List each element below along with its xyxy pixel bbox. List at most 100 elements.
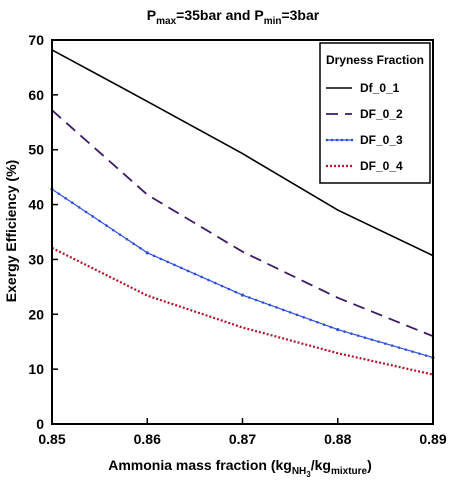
legend-label: Df_0_1 [360, 81, 400, 95]
x-axis-label-mid: /kg [311, 457, 331, 473]
series-marker [193, 272, 197, 276]
series-marker [404, 348, 408, 351]
y-tick-label: 30 [28, 251, 44, 267]
x-axis-label-sub-nh: NH [292, 466, 306, 477]
series-marker [275, 306, 278, 309]
y-tick-label: 20 [28, 306, 44, 322]
series-marker [254, 298, 258, 302]
legend-marker [350, 138, 354, 142]
x-tick-label: 0.87 [229, 431, 256, 447]
series-marker [309, 318, 312, 322]
y-axis-label: Exergy Efficiency (%) [3, 160, 19, 302]
legend-label: DF_0_2 [360, 107, 403, 121]
y-tick-label: 40 [28, 197, 44, 213]
legend-title: Dryness Fraction [326, 53, 424, 67]
series-marker [200, 275, 203, 279]
series-marker [132, 242, 135, 246]
legend-items: Df_0_1 DF_0_2 DF_0_3 DF_0_4 [325, 81, 403, 173]
chart-title-suffix: =3bar [281, 7, 319, 23]
series-marker [213, 281, 217, 285]
series-marker [322, 323, 326, 327]
series-marker [248, 296, 251, 299]
series-marker [418, 352, 421, 355]
series-marker [295, 313, 299, 317]
series-marker [363, 336, 367, 339]
series-marker [350, 332, 353, 335]
x-tick-label: 0.89 [419, 431, 446, 447]
chart-title-sub-max: max [156, 16, 176, 27]
x-tick-label: 0.85 [38, 431, 65, 447]
series-marker [377, 340, 380, 343]
series-marker [179, 266, 183, 270]
chart-title-mid: =35bar and P [176, 7, 264, 23]
data-point [336, 328, 340, 332]
series-line-3 [51, 246, 434, 376]
x-tick-label: 0.88 [324, 431, 351, 447]
series-marker [424, 354, 428, 357]
plot-frame [51, 39, 434, 425]
series-marker [397, 346, 401, 349]
series-marker [111, 228, 115, 232]
data-point [145, 251, 149, 255]
x-axis-label-suffix: ) [367, 457, 372, 473]
x-axis-label: Ammonia mass fraction (kgNH3/kgmixture) [108, 457, 372, 479]
series-marker [227, 287, 231, 291]
legend-box [319, 42, 431, 184]
legend-marker [345, 138, 349, 142]
series-layer [50, 49, 435, 376]
legend-marker [335, 138, 339, 142]
legend-label: DF_0_4 [360, 159, 403, 173]
series-marker [152, 254, 156, 258]
legend-marker [325, 138, 329, 142]
series-marker [77, 206, 81, 209]
legend: Dryness Fraction Df_0_1 DF_0_2 DF_0_3 DF_0_… [319, 42, 431, 184]
series-marker [64, 197, 67, 200]
legend-marker [340, 138, 344, 142]
series-marker [207, 278, 210, 282]
series-marker [302, 316, 306, 319]
x-axis-label-sub-mixture: mixture [331, 466, 368, 477]
series-marker [288, 311, 292, 314]
series-marker [384, 342, 387, 345]
legend-marker [330, 138, 334, 142]
series-marker [268, 303, 272, 307]
series-marker [343, 330, 346, 333]
series-marker [125, 237, 129, 241]
series-marker [139, 247, 142, 250]
x-tick-label: 0.86 [134, 431, 161, 447]
series-marker [390, 344, 394, 347]
series-marker [234, 290, 237, 294]
series-marker [261, 301, 265, 304]
axis-ticks: 0.85 0.86 0.87 0.88 0.89 0 10 20 30 40 50 60 70 [28, 32, 446, 447]
series-marker [57, 192, 61, 196]
chart-title-sub-min: min [264, 16, 282, 27]
y-tick-label: 50 [28, 142, 44, 158]
x-axis-label-prefix: Ammonia mass fraction (kg [108, 457, 292, 473]
y-tick-label: 0 [36, 416, 44, 432]
series-marker [98, 219, 101, 223]
series-marker [356, 334, 360, 337]
series-marker [282, 308, 285, 312]
series-marker [329, 325, 333, 329]
data-point [240, 293, 245, 297]
series-marker [166, 260, 169, 264]
y-tick-label: 10 [28, 361, 44, 377]
chart-title: Pmax=35bar and Pmin=3bar [147, 7, 320, 27]
series-marker [71, 201, 74, 205]
legend-label: DF_0_3 [360, 133, 403, 147]
y-tick-label: 70 [28, 32, 44, 48]
series-marker [118, 233, 122, 236]
series-marker [411, 350, 414, 353]
x-axis-label-sub-3: 3 [306, 470, 311, 479]
series-marker [220, 284, 224, 288]
series-marker [316, 320, 319, 324]
series-line-2 [51, 188, 434, 359]
chart-title-prefix: P [147, 7, 156, 23]
series-marker [370, 338, 374, 341]
series-marker [105, 224, 108, 227]
series-marker [91, 215, 95, 218]
series-marker [173, 263, 176, 267]
series-marker [84, 210, 88, 214]
series-marker [186, 269, 190, 273]
